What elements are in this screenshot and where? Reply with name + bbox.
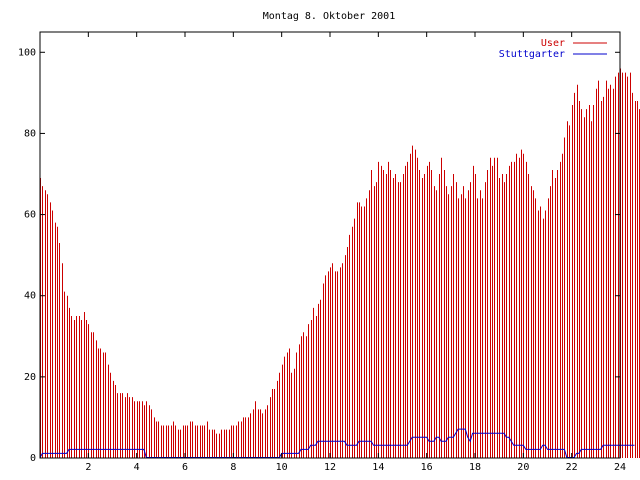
y-tick-label: 40 (24, 291, 36, 302)
x-tick-label: 4 (134, 462, 140, 473)
stuttgarter-series-line (39, 428, 635, 458)
x-axis: 2 4 6 8 10 12 14 16 18 20 22 24 (85, 32, 626, 473)
chart-title: Montag 8. Oktober 2001 (263, 11, 395, 22)
x-tick-label: 18 (469, 462, 481, 473)
user-series-bars (40, 68, 640, 458)
legend: User Stuttgarter (499, 38, 607, 60)
x-tick-label: 2 (85, 462, 91, 473)
legend-label-stuttgarter: Stuttgarter (499, 49, 565, 60)
x-tick-label: 14 (372, 462, 384, 473)
x-tick-label: 12 (324, 462, 336, 473)
x-tick-label: 24 (614, 462, 626, 473)
x-tick-label: 20 (517, 462, 529, 473)
y-tick-label: 60 (24, 210, 36, 221)
x-tick-label: 22 (566, 462, 578, 473)
y-axis: 0 20 40 60 80 100 (18, 47, 620, 464)
x-tick-label: 6 (182, 462, 188, 473)
y-tick-label: 80 (24, 128, 36, 139)
stuttgarter-line (39, 428, 635, 458)
x-tick-label: 10 (276, 462, 288, 473)
legend-label-user: User (541, 38, 565, 49)
x-tick-label: 16 (421, 462, 433, 473)
y-tick-label: 0 (30, 453, 36, 464)
x-tick-label: 8 (230, 462, 236, 473)
y-tick-label: 100 (18, 47, 36, 58)
y-tick-label: 20 (24, 372, 36, 383)
